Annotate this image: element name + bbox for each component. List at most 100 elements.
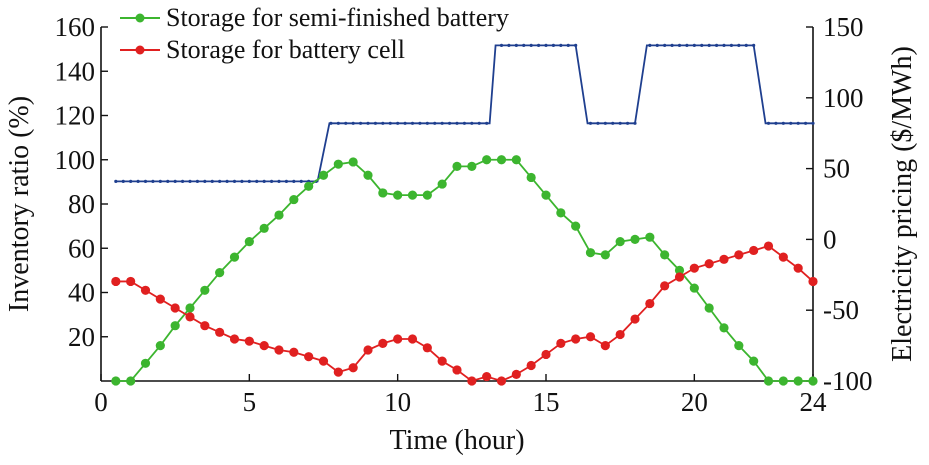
battery-cell-point (244, 336, 254, 346)
price-point (151, 179, 155, 183)
semi-finished-point (393, 190, 403, 200)
battery-cell-point (749, 245, 759, 256)
price-point (618, 121, 622, 125)
price-point (180, 179, 185, 183)
price-point (143, 179, 148, 183)
battery-cell-point (541, 349, 551, 360)
y-right-tick-label: -50 (823, 295, 859, 325)
price-point (255, 179, 259, 183)
semi-finished-point (511, 155, 521, 165)
price-point (433, 121, 437, 125)
battery-cell-point (600, 341, 610, 351)
battery-cell-point (170, 303, 180, 313)
price-point (373, 121, 378, 125)
price-point (596, 121, 600, 125)
semi-finished-point (630, 234, 640, 244)
price-point (410, 121, 415, 125)
price-point (551, 43, 556, 48)
price-point (625, 121, 630, 125)
price-point (418, 121, 422, 125)
battery-cell-point (274, 345, 284, 355)
semi-finished-point (496, 155, 507, 165)
x-tick-label: 15 (533, 387, 560, 417)
y-right-tick-label: 50 (823, 154, 850, 184)
semi-finished-point (348, 157, 358, 167)
price-point (536, 43, 541, 48)
semi-finished-point (556, 208, 566, 218)
battery-cell-point (645, 298, 655, 309)
y-right-tick-label: 0 (823, 224, 837, 254)
price-point (203, 179, 207, 183)
semi-finished-point (674, 265, 685, 275)
battery-cell-point (452, 365, 462, 375)
y-right-tick-label: 100 (823, 83, 864, 113)
price-point (566, 43, 570, 48)
semi-finished-point (422, 190, 432, 200)
semi-finished-point (734, 341, 744, 351)
price-point (729, 43, 734, 48)
price-point (477, 121, 481, 125)
semi-finished-point (749, 356, 759, 366)
price-point (663, 43, 667, 48)
battery-cell-point (496, 376, 507, 386)
x-tick-label: 0 (94, 387, 108, 417)
semi-finished-point (304, 181, 314, 191)
legend: Storage for semi-finished battery Storag… (120, 3, 509, 64)
semi-finished-point (645, 232, 655, 242)
price-point (247, 179, 251, 183)
battery-cell-point (778, 252, 788, 262)
semi-finished-point (244, 237, 254, 247)
x-axis-label: Time (hour) (389, 425, 524, 456)
price-point (789, 121, 793, 125)
battery-cell-point (511, 369, 521, 379)
battery-cell-point (660, 281, 670, 291)
price-point (574, 43, 578, 48)
price-point (225, 179, 229, 183)
price-point (507, 43, 511, 48)
battery-cell-point (422, 343, 432, 353)
price-point (714, 43, 719, 48)
semi-finished-point (526, 172, 536, 183)
battery-cell-point (630, 314, 640, 324)
semi-finished-point (585, 248, 596, 258)
price-point (611, 121, 615, 125)
price-point (796, 121, 800, 125)
semi-finished-point (289, 194, 299, 205)
y-axis-left-label: Inventory ratio (%) (4, 96, 35, 312)
price-point (470, 121, 474, 125)
price-point (685, 43, 689, 48)
price-point (381, 121, 385, 125)
battery-cell-point (482, 371, 492, 382)
semi-finished-point (763, 376, 774, 386)
price-point (440, 121, 444, 125)
y-left-tick-label: 20 (68, 322, 95, 352)
battery-cell-point (571, 334, 581, 344)
y-axis-right-label: Electricity pricing ($/MWh) (887, 46, 918, 362)
price-point (195, 179, 200, 183)
battery-cell-point (763, 241, 774, 251)
price-point (262, 179, 266, 183)
semi-finished-point (704, 303, 714, 313)
battery-cell-point (689, 263, 699, 273)
semi-finished-point (185, 303, 195, 313)
price-point (677, 43, 682, 48)
battery-cell-point (734, 250, 744, 260)
y-left-tick-label: 80 (68, 189, 95, 219)
price-point (737, 43, 741, 48)
price-point (277, 179, 281, 183)
price-point (166, 179, 170, 183)
battery-cell-point (467, 376, 477, 386)
battery-cell-point (437, 356, 447, 366)
price-point (544, 43, 548, 48)
battery-cell-point (126, 276, 136, 287)
battery-cell-point (140, 285, 151, 295)
price-point (588, 121, 593, 125)
battery-cell-point (719, 254, 729, 264)
price-point (114, 179, 118, 183)
price-point (158, 179, 162, 183)
semi-finished-point (719, 323, 729, 333)
semi-finished-point (333, 159, 343, 169)
semi-finished-point (407, 190, 418, 200)
legend-marker-battery-cell (135, 45, 145, 55)
battery-cell-point (793, 263, 803, 273)
